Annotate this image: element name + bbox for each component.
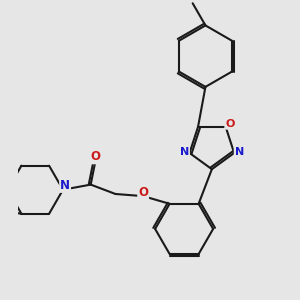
Text: O: O bbox=[91, 150, 101, 164]
Text: N: N bbox=[180, 147, 189, 157]
Text: N: N bbox=[235, 147, 244, 157]
Text: O: O bbox=[225, 119, 235, 129]
Text: O: O bbox=[138, 186, 148, 199]
Text: N: N bbox=[60, 179, 70, 192]
